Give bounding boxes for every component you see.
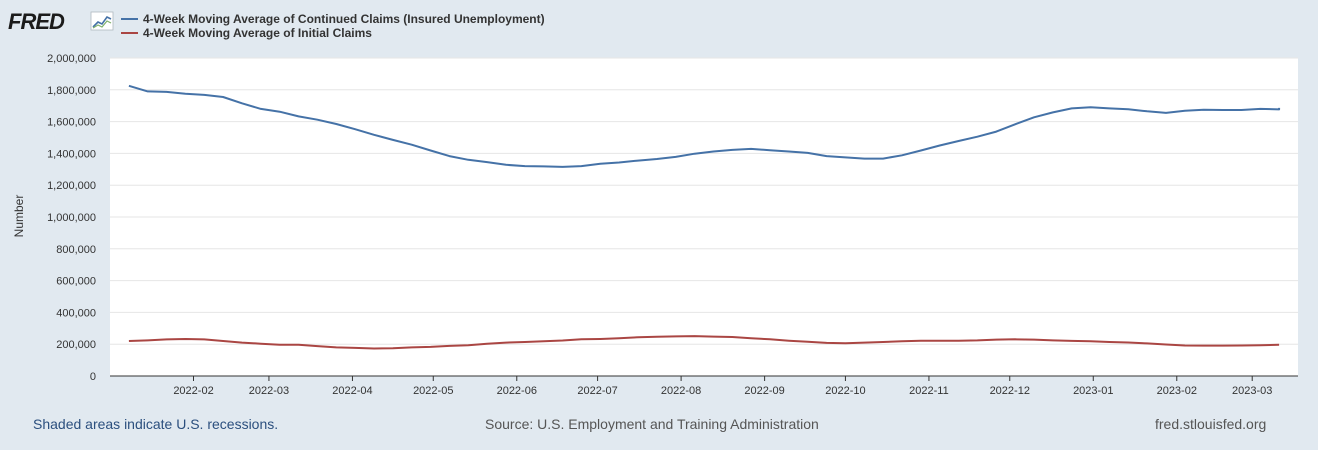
fred-logo[interactable]: FRED	[8, 9, 114, 34]
y-tick-label: 1,800,000	[47, 85, 96, 97]
x-tick-label: 2022-04	[332, 385, 372, 397]
series-line-initial-claims[interactable]	[128, 335, 1280, 350]
x-tick-label: 2022-06	[497, 385, 537, 397]
gridlines	[110, 57, 1298, 377]
y-tick-label: 0	[90, 371, 96, 383]
fred-chart: FRED 4-Week Moving Average of Continued …	[8, 9, 1298, 397]
x-axis: 2022-02 2022-03 2022-04 2022-05 2022-06 2022-…	[110, 375, 1298, 397]
x-tick-label: 2023-01	[1073, 385, 1113, 397]
x-tick-label: 2022-11	[909, 385, 949, 397]
legend-label: 4-Week Moving Average of Continued Claim…	[143, 12, 545, 26]
x-tick-label: 2022-03	[249, 385, 289, 397]
x-tick-label: 2022-07	[577, 385, 617, 397]
site-link[interactable]: fred.stlouisfed.org	[1155, 416, 1267, 432]
y-tick-label: 1,600,000	[47, 117, 96, 129]
x-tick-label: 2022-08	[661, 385, 701, 397]
x-tick-label: 2022-09	[744, 385, 784, 397]
x-tick-label: 2022-10	[825, 385, 865, 397]
logo-graph-icon	[90, 11, 114, 31]
series-lines	[128, 84, 1281, 350]
y-tick-label: 400,000	[56, 307, 96, 319]
logo-text: FRED	[8, 9, 65, 34]
y-axis-label: Number	[12, 195, 26, 238]
legend-label: 4-Week Moving Average of Initial Claims	[143, 26, 372, 40]
y-tick-label: 1,400,000	[47, 148, 96, 160]
y-tick-label: 800,000	[56, 244, 96, 256]
y-tick-label: 2,000,000	[47, 53, 96, 65]
x-tick-label: 2023-03	[1232, 385, 1272, 397]
series-line-continued-claims[interactable]	[128, 84, 1281, 168]
recessions-note[interactable]: Shaded areas indicate U.S. recessions.	[33, 416, 279, 432]
y-tick-label: 1,000,000	[47, 212, 96, 224]
y-tick-label: 600,000	[56, 276, 96, 288]
x-tick-label: 2022-12	[990, 385, 1030, 397]
x-tick-label: 2022-02	[173, 385, 213, 397]
y-tick-label: 200,000	[56, 339, 96, 351]
y-axis: 0 200,000 400,000 600,000 800,000 1,000,000 1,…	[47, 53, 96, 383]
legend: 4-Week Moving Average of Continued Claim…	[121, 12, 545, 40]
source-note: Source: U.S. Employment and Training Adm…	[485, 416, 819, 432]
y-tick-label: 1,200,000	[47, 180, 96, 192]
x-tick-label: 2022-05	[413, 385, 453, 397]
x-tick-label: 2023-02	[1157, 385, 1197, 397]
